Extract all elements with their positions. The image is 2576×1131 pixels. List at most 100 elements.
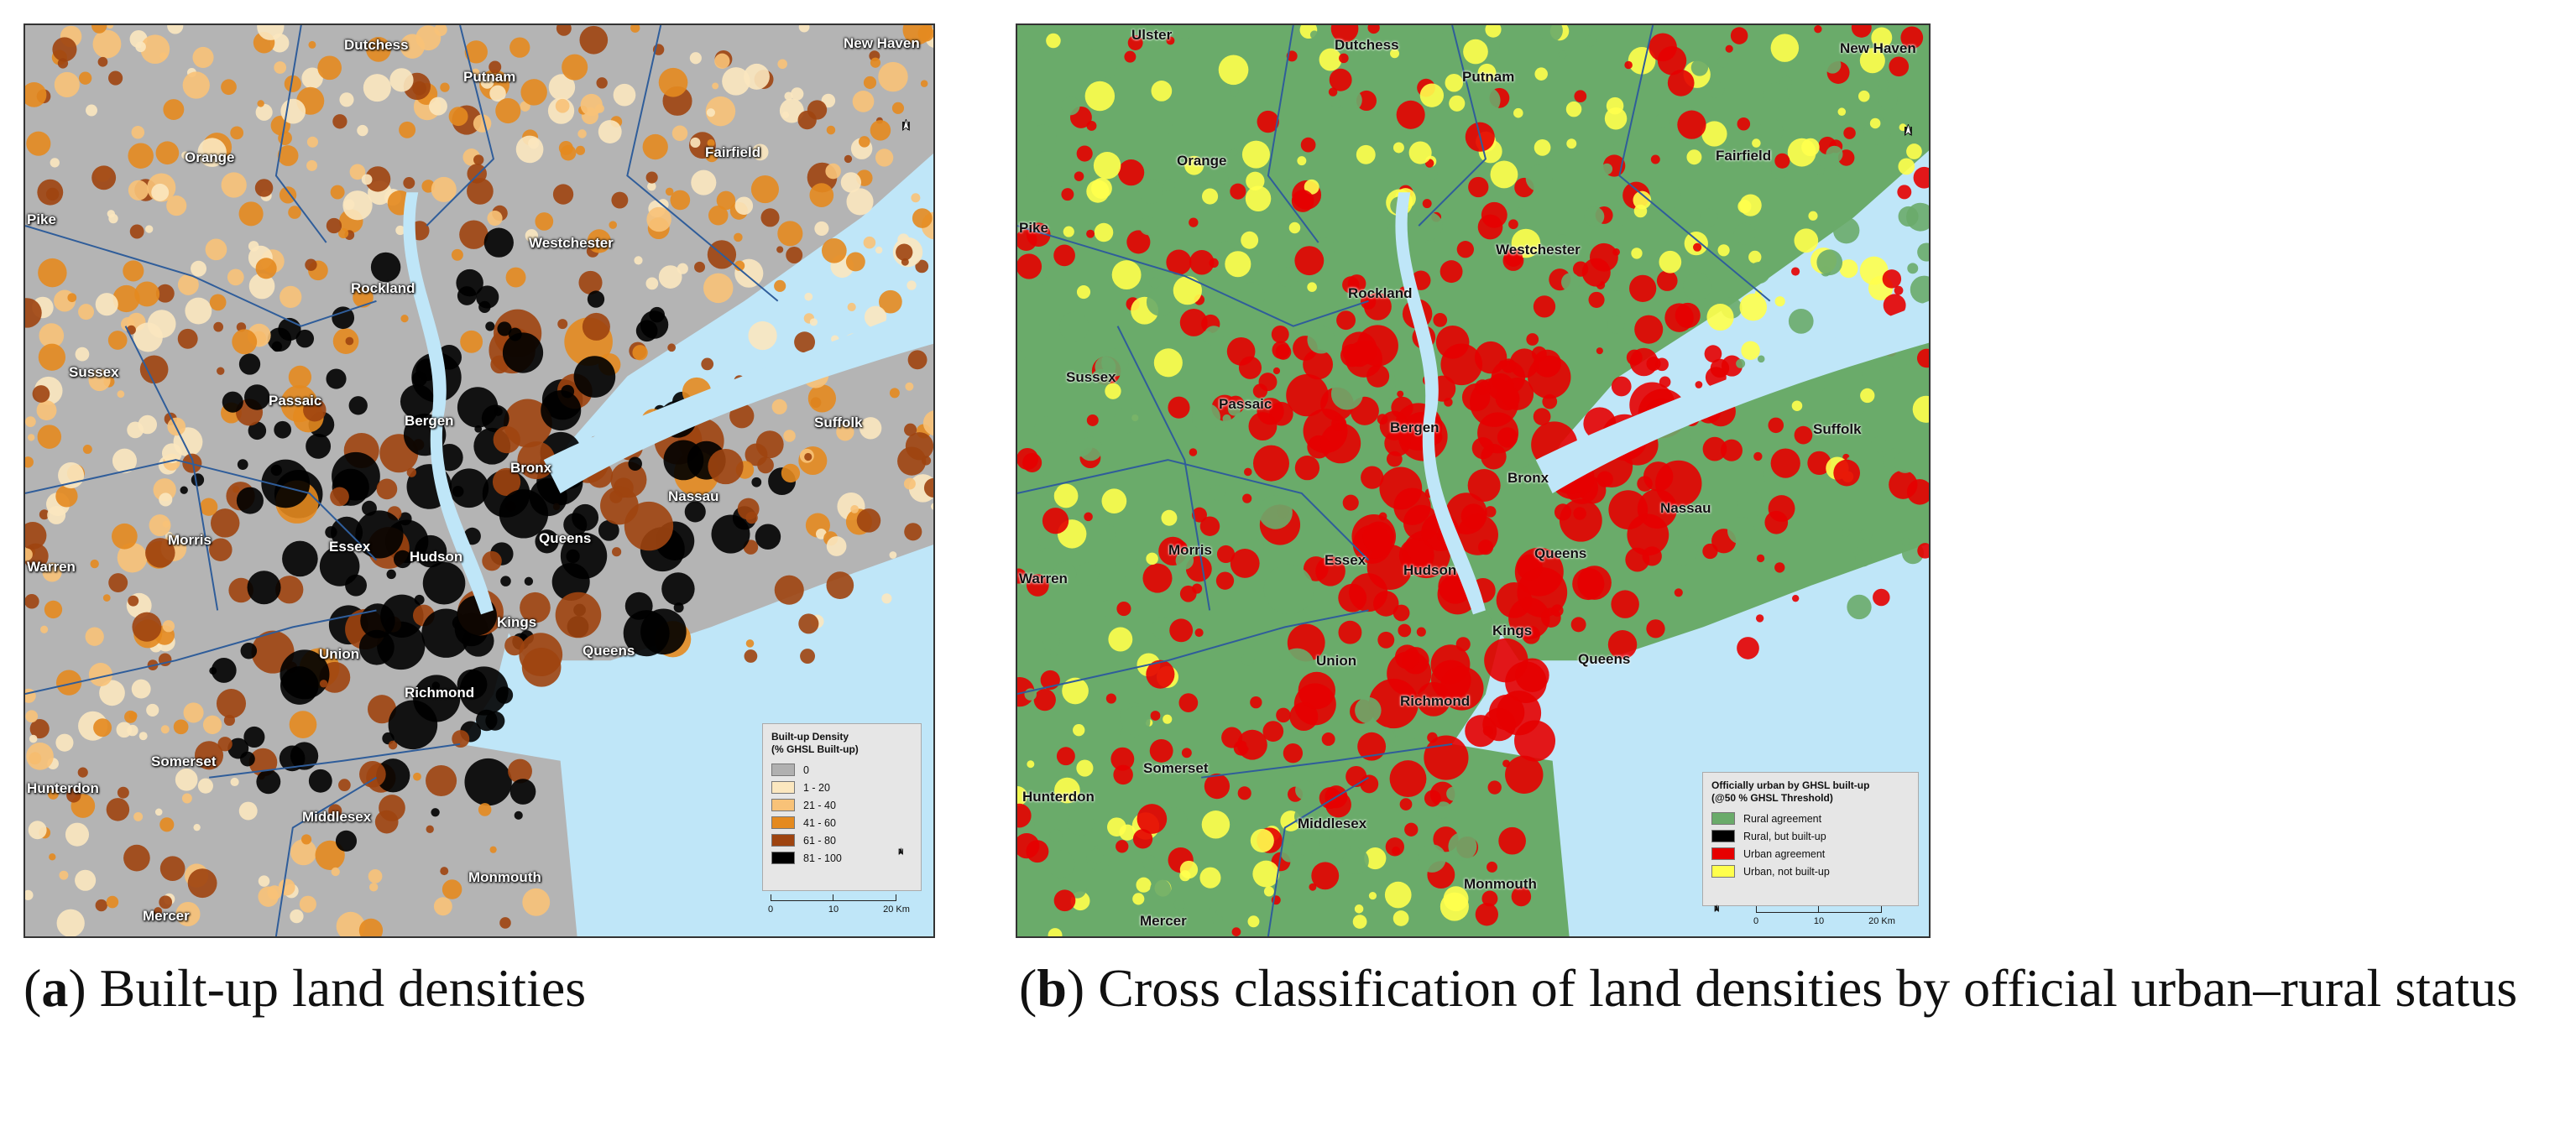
land-cover-patch: [670, 190, 691, 211]
county-border: [25, 225, 377, 327]
land-cover-patch: [1033, 688, 1056, 711]
land-cover-patch: [1368, 678, 1419, 729]
land-cover-patch: [91, 25, 107, 34]
place-label: Hunterdon: [27, 780, 99, 796]
land-cover-patch: [1465, 715, 1497, 748]
land-cover-patch: [1181, 748, 1192, 758]
land-cover-patch: [1059, 311, 1089, 341]
land-cover-patch: [1523, 873, 1539, 889]
land-cover-patch: [66, 788, 81, 803]
land-cover-patch: [183, 702, 204, 723]
land-cover-patch: [1230, 549, 1260, 578]
land-cover-patch: [261, 459, 311, 508]
land-cover-patch: [459, 220, 489, 249]
land-cover-patch: [1053, 561, 1077, 586]
land-cover-patch: [734, 196, 754, 215]
land-cover-patch: [1847, 594, 1872, 620]
land-cover-patch: [275, 576, 304, 604]
place-label: Passaic: [269, 393, 322, 409]
place-label: Queens: [583, 643, 635, 659]
land-cover-patch: [181, 793, 192, 804]
land-cover-patch: [317, 55, 342, 81]
land-cover-patch: [1300, 137, 1316, 153]
land-cover-patch: [238, 353, 261, 375]
land-cover-patch: [587, 290, 605, 308]
land-cover-patch: [1245, 185, 1272, 211]
land-cover-patch: [1026, 840, 1049, 863]
land-cover-patch: [630, 25, 640, 33]
legend: Built-up Density (% GHSL Built-up) 0 1 - …: [762, 723, 922, 891]
land-cover-patch: [280, 98, 306, 124]
legend-item: Rural, but built-up: [1711, 827, 1910, 845]
land-cover-patch: [47, 505, 66, 524]
place-label: Queens: [539, 530, 592, 546]
scale-tick: 10: [828, 904, 839, 915]
land-cover-patch: [338, 227, 349, 239]
land-cover-patch: [1157, 119, 1173, 135]
land-cover-patch: [1634, 315, 1664, 344]
land-cover-patch: [628, 456, 642, 472]
place-label: Somerset: [151, 753, 217, 769]
land-cover-patch: [192, 46, 214, 69]
land-cover-patch: [1683, 272, 1711, 301]
long-island-sound: [543, 302, 933, 493]
land-cover-patch: [1585, 35, 1596, 47]
land-cover-patch: [1497, 427, 1518, 448]
land-cover-patch: [1878, 91, 1898, 110]
land-cover-patch: [1150, 878, 1172, 900]
place-label: Warren: [1019, 571, 1068, 586]
land-cover-patch: [1241, 140, 1270, 169]
land-cover-patch: [722, 67, 750, 96]
land-cover-patch: [1142, 855, 1158, 871]
land-cover-patch: [1067, 809, 1095, 836]
land-cover-patch: [1842, 529, 1851, 537]
place-label: Bronx: [510, 460, 552, 476]
land-cover-patch: [330, 487, 349, 507]
land-cover-patch: [1873, 588, 1890, 607]
land-cover-patch: [133, 811, 144, 821]
land-cover-patch: [474, 425, 483, 433]
land-cover-patch: [1175, 551, 1194, 570]
land-cover-patch: [366, 37, 391, 62]
land-cover-patch: [859, 136, 870, 148]
land-cover-patch: [1577, 566, 1612, 600]
place-label: Rockland: [351, 280, 415, 296]
land-cover-patch: [1113, 764, 1133, 785]
land-cover-patch: [161, 443, 182, 464]
land-cover-patch: [1272, 341, 1290, 359]
land-cover-patch: [197, 778, 213, 794]
land-cover-patch: [1252, 860, 1280, 888]
land-cover-patch: [358, 918, 384, 936]
land-cover-patch: [1737, 117, 1751, 131]
legend-swatch: [771, 816, 795, 829]
land-cover-patch: [647, 181, 656, 191]
land-cover-patch: [552, 184, 574, 205]
land-cover-patch: [29, 734, 38, 743]
land-cover-patch: [863, 76, 877, 90]
land-cover-patch: [228, 577, 253, 603]
land-cover-patch: [609, 490, 623, 503]
land-cover-patch: [1398, 623, 1412, 638]
land-cover-patch: [1788, 309, 1814, 334]
land-cover-patch: [449, 468, 489, 508]
land-cover-patch: [1917, 543, 1929, 559]
land-cover-patch: [330, 185, 345, 200]
land-cover-patch: [1247, 915, 1260, 928]
land-cover-patch: [1038, 276, 1048, 285]
land-cover-patch: [1076, 562, 1100, 586]
land-cover-patch: [107, 210, 116, 218]
place-label: Richmond: [1400, 693, 1471, 709]
land-cover-patch: [25, 298, 42, 328]
land-cover-patch: [1149, 738, 1173, 763]
hudson-river: [1395, 192, 1486, 615]
land-cover-patch: [1084, 512, 1093, 522]
land-cover-patch: [1910, 275, 1929, 304]
land-cover-patch: [42, 562, 62, 582]
land-cover-patch: [191, 473, 205, 487]
land-cover-patch: [45, 187, 60, 201]
land-cover-patch: [278, 131, 292, 145]
land-cover-patch: [826, 125, 836, 135]
land-cover-patch: [345, 336, 354, 346]
land-cover-patch: [598, 519, 619, 541]
land-cover-patch: [1288, 737, 1298, 746]
